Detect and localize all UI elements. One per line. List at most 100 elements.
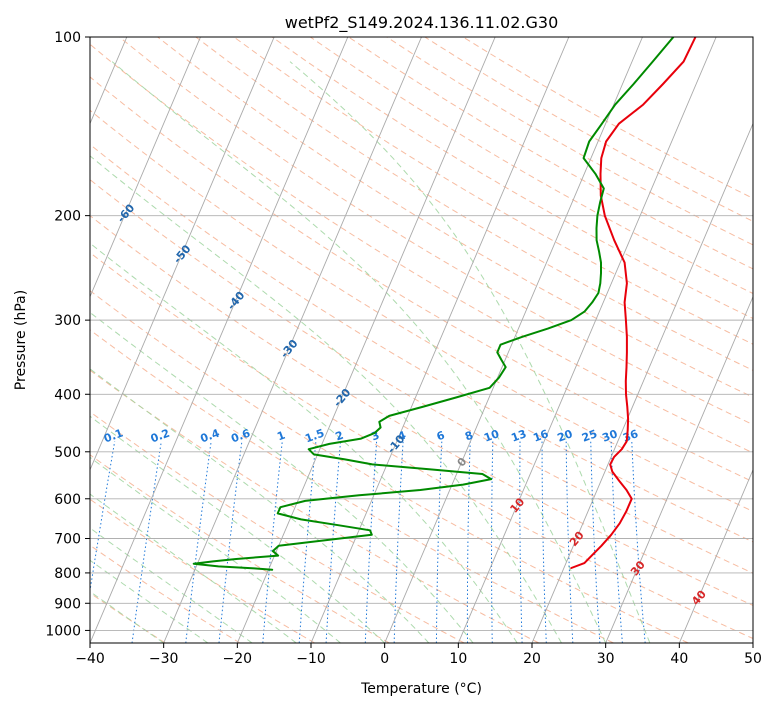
y-tick-label: 600 bbox=[54, 492, 81, 508]
dry-adiabat-line bbox=[233, 37, 753, 345]
mixing-ratio-line bbox=[491, 441, 494, 643]
x-axis-ticks: −40 −30 −20 −10 0 10 20 30 40 50 bbox=[75, 643, 762, 667]
dry-adiabat-line bbox=[90, 252, 753, 640]
moist-adiabat-line bbox=[90, 559, 209, 643]
isotherm-line bbox=[605, 295, 753, 643]
y-tick-label: 800 bbox=[54, 566, 81, 582]
mixing-ratio-line bbox=[218, 441, 243, 643]
x-tick-label: −30 bbox=[149, 651, 179, 667]
dry-adiabat-line bbox=[90, 143, 753, 543]
dry-adiabat-line bbox=[90, 43, 753, 454]
moist-adiabat-line bbox=[111, 61, 607, 643]
mixing-ratio-line bbox=[541, 441, 547, 643]
mixing-ratio-line bbox=[590, 441, 601, 643]
mixing-ratio-label: 4 bbox=[396, 428, 408, 443]
moist-adiabats bbox=[90, 61, 651, 643]
isotherm-line bbox=[678, 468, 753, 643]
x-tick-label: 0 bbox=[380, 651, 389, 667]
mixing-ratio-line bbox=[325, 441, 342, 643]
mixing-ratio-line bbox=[185, 441, 212, 643]
y-axis-label: Pressure (hPa) bbox=[13, 290, 29, 390]
mixing-ratio-line bbox=[565, 441, 574, 643]
mixing-ratio-label: 0.4 bbox=[199, 426, 222, 445]
x-tick-label: −10 bbox=[296, 651, 326, 667]
x-tick-label: −20 bbox=[223, 651, 253, 667]
moist-adiabat-line bbox=[90, 155, 562, 643]
y-tick-label: 300 bbox=[54, 313, 81, 329]
isotherm-line bbox=[310, 37, 570, 643]
mixing-ratio-label: 1 bbox=[275, 429, 287, 444]
x-axis-label: Temperature (°C) bbox=[360, 681, 482, 697]
dry-adiabat-line bbox=[90, 215, 753, 606]
mixing-ratio-label: 2 bbox=[334, 429, 346, 444]
mixing-ratio-line bbox=[631, 441, 646, 643]
moist-adiabat-line bbox=[90, 527, 253, 643]
moist-adiabat-line bbox=[90, 590, 164, 643]
temperature-line bbox=[570, 37, 697, 569]
plot-frame bbox=[89, 36, 754, 644]
isotherm-line bbox=[90, 37, 349, 643]
mixing-ratio-label: 25 bbox=[580, 427, 599, 444]
mixing-ratio-label: 30 bbox=[601, 427, 620, 445]
dry-adiabat-line bbox=[195, 37, 753, 371]
y-tick-label: 700 bbox=[54, 532, 81, 548]
mixing-ratio-label: 8 bbox=[463, 429, 475, 444]
dry-adiabat-line bbox=[90, 369, 540, 643]
x-tick-label: 40 bbox=[670, 651, 688, 667]
mixing-ratio-line bbox=[131, 441, 162, 643]
pressure-gridlines bbox=[90, 37, 753, 631]
mixing-ratio-line bbox=[262, 441, 283, 643]
y-tick-label: 900 bbox=[54, 596, 81, 612]
mixing-ratio-label: 6 bbox=[435, 428, 447, 443]
moist-adiabat-line bbox=[90, 368, 430, 643]
dry-adiabat-line bbox=[90, 76, 753, 483]
plot-area: 0.10.20.40.611.52346810131620253036-100-… bbox=[90, 37, 753, 643]
moist-adiabat-line bbox=[90, 242, 518, 643]
isotherm-line bbox=[457, 37, 717, 643]
x-tick-label: 30 bbox=[597, 651, 615, 667]
y-tick-label: 200 bbox=[54, 209, 81, 225]
dry-adiabats bbox=[90, 37, 753, 643]
mixing-ratio-label: 20 bbox=[556, 427, 575, 445]
mixing-ratio-label: 0.2 bbox=[149, 427, 172, 446]
y-tick-label: 400 bbox=[54, 387, 81, 403]
mixing-ratio-label: 0.6 bbox=[229, 426, 252, 445]
mixing-ratio-label: 10 bbox=[482, 427, 501, 445]
mixing-ratio-line bbox=[364, 441, 378, 643]
moist-adiabat-line bbox=[90, 311, 474, 643]
y-tick-label: 100 bbox=[54, 30, 81, 46]
mixing-ratio-label: 13 bbox=[509, 427, 528, 444]
chart-title: wetPf2_S149.2024.136.11.02.G30 bbox=[285, 13, 559, 33]
moist-adiabat-line bbox=[90, 415, 386, 643]
moist-adiabat-line bbox=[289, 61, 651, 643]
mixing-ratio-line bbox=[466, 441, 471, 643]
mixing-ratio-label: 0.1 bbox=[102, 427, 125, 446]
sounding-series bbox=[192, 37, 697, 571]
x-tick-label: −40 bbox=[75, 651, 105, 667]
isotherm-line bbox=[90, 37, 275, 472]
mixing-ratio-line bbox=[90, 441, 116, 594]
dewpoint-line bbox=[192, 37, 675, 571]
x-tick-label: 20 bbox=[523, 651, 541, 667]
dry-adiabat-line bbox=[90, 498, 315, 643]
dry-adiabat-line bbox=[119, 37, 753, 426]
isotherm-line bbox=[236, 37, 496, 643]
dry-adiabat-line bbox=[90, 109, 753, 512]
mixing-ratio-line bbox=[298, 441, 317, 643]
dry-adiabat-line bbox=[90, 179, 753, 574]
mixing-ratio-label: 1.5 bbox=[303, 427, 326, 446]
x-tick-label: 50 bbox=[744, 651, 762, 667]
dry-adiabat-line bbox=[90, 454, 390, 643]
background-line-labels: 0.10.20.40.611.52346810131620253036-100-… bbox=[102, 201, 709, 608]
mixing-ratio-label: 3 bbox=[370, 429, 382, 444]
dry-adiabat-line bbox=[90, 329, 614, 643]
x-tick-label: 10 bbox=[449, 651, 467, 667]
isotherm-line bbox=[163, 37, 422, 643]
mixing-ratio-label: 16 bbox=[531, 427, 550, 445]
isotherms bbox=[90, 37, 753, 643]
y-axis-ticks: 100 200 300 400 500 600 700 800 900 1000 bbox=[45, 30, 90, 639]
mixing-ratio-line bbox=[519, 441, 523, 643]
isotherm-line bbox=[531, 122, 753, 643]
